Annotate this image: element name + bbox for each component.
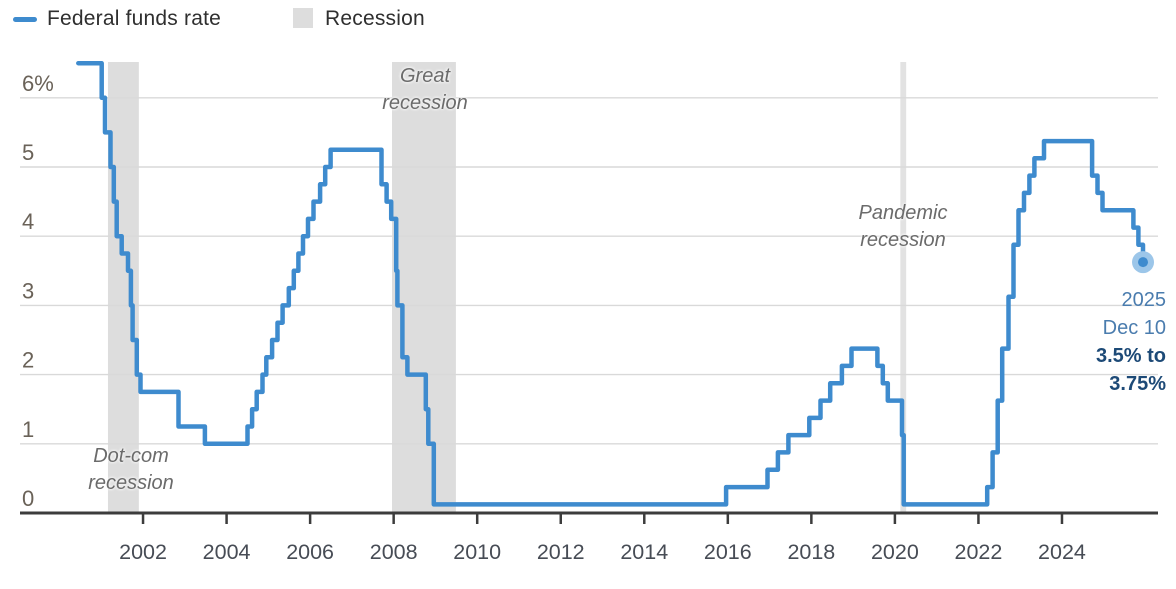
y-axis-tick-label: 2 [22,348,34,373]
recession-band [107,62,139,512]
y-axis-tick-label: 3 [22,278,34,303]
endpoint-year-label: 2025 [1121,289,1167,311]
legend-series-label: Federal funds rate [47,7,222,30]
x-axis-tick-label: 2020 [871,540,919,564]
x-axis-tick-label: 2024 [1038,540,1086,564]
x-axis-tick-label: 2006 [286,540,334,564]
y-axis-tick-label: 6% [22,71,54,96]
endpoint-dot [1138,257,1149,268]
y-axis-tick-label: 0 [22,486,34,511]
x-axis-tick-label: 2010 [453,540,501,564]
y-axis-tick-label: 4 [22,209,34,234]
annotation-dotcom-line2: recession [88,472,174,494]
x-axis-tick-label: 2022 [955,540,1003,564]
endpoint-date-label: Dec 10 [1102,317,1166,339]
fed-funds-rate-line [76,60,1149,507]
x-axis-tick-label: 2004 [203,540,251,564]
recession-band [900,62,907,512]
x-axis-tick-label: 2016 [704,540,752,564]
recession-band [391,62,456,512]
x-axis-tick-label: 2008 [370,540,418,564]
annotation-pandemic-line1: Pandemic [858,202,948,224]
x-axis-tick-label: 2014 [620,540,668,564]
annotation-dotcom-line1: Dot-com [93,445,169,467]
y-axis-tick-label: 1 [22,417,34,442]
endpoint-annotation: 2025 Dec 10 3.5% to 3.75% [1096,286,1166,398]
legend-line-swatch [13,17,37,22]
legend-recession-swatch [293,8,313,28]
annotation-great-line2: recession [382,92,468,114]
legend-recession-label: Recession [325,7,425,30]
annotation-great-line1: Great [399,65,451,87]
x-axis-tick-label: 2018 [787,540,835,564]
x-axis-tick-label: 2012 [537,540,585,564]
annotation-dotcom-recession: Dot-com recession [88,443,174,497]
x-axis-tick-label: 2002 [119,540,167,564]
endpoint-range-line1: 3.5% to [1095,345,1166,367]
annotation-pandemic-line2: recession [860,229,946,251]
annotation-great-recession: Great recession [382,63,468,117]
endpoint-range-line2: 3.75% [1109,373,1166,395]
annotation-pandemic-recession: Pandemic recession [859,200,948,254]
y-axis-tick-label: 5 [22,140,34,165]
